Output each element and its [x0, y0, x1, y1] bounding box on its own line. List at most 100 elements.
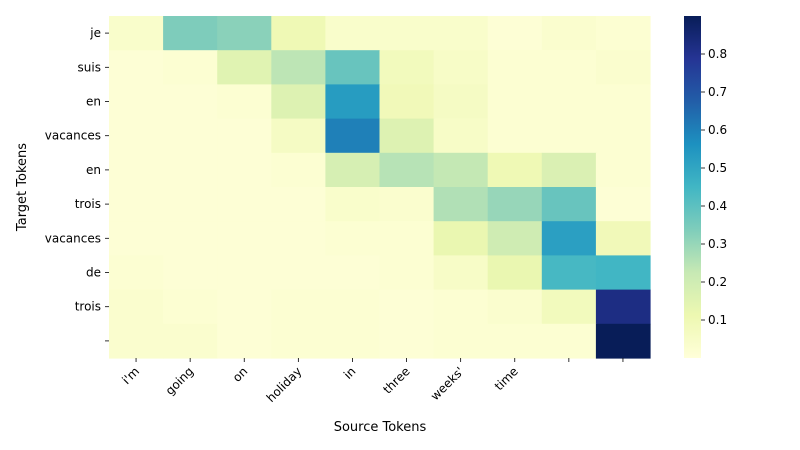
heatmap-cell: [271, 152, 326, 188]
x-tick-label: three: [380, 364, 412, 396]
heatmap-cell: [487, 255, 543, 291]
heatmap-cell: [595, 323, 651, 359]
y-tick-label: vacances: [45, 129, 101, 143]
heatmap-cell: [163, 187, 218, 222]
heatmap-cell: [325, 289, 381, 325]
colorbar-tick-label: 0.2: [708, 275, 727, 289]
heatmap-cell: [433, 289, 489, 325]
colorbar-ticks: 0.1 0.2 0.3 0.4 0.5 0.6 0.7 0.8: [701, 47, 727, 327]
heatmap-cell: [595, 289, 651, 325]
y-axis-ticks: je suis en vacances en trois vacances de trois: [45, 26, 109, 342]
heatmap-cell: [325, 152, 381, 188]
heatmap-cell: [271, 84, 326, 120]
heatmap-cell: [595, 152, 651, 188]
x-tick-label: time: [492, 364, 521, 393]
heatmap-cell: [325, 118, 381, 154]
heatmap-cell: [595, 84, 651, 120]
heatmap-cell: [487, 323, 543, 359]
heatmap-cell: [325, 50, 381, 85]
heatmap-cell: [595, 187, 651, 222]
heatmap-cell: [487, 152, 543, 188]
heatmap-cell: [217, 84, 272, 120]
heatmap-cell: [541, 16, 597, 51]
colorbar-tick-label: 0.6: [708, 123, 727, 137]
heatmap-cell: [379, 255, 435, 291]
heatmap-cell: [433, 16, 489, 51]
heatmap-cell: [379, 118, 435, 154]
x-tick-label: in: [341, 364, 359, 382]
heatmap-cell: [271, 255, 326, 291]
heatmap-cell: [433, 323, 489, 359]
x-axis-label: Source Tokens: [334, 420, 427, 435]
heatmap-cell: [325, 187, 381, 222]
heatmap-cell: [217, 118, 272, 154]
y-tick-label: vacances: [45, 231, 101, 245]
heatmap-cell: [163, 323, 218, 359]
heatmap-cell: [217, 323, 272, 359]
heatmap-cell: [271, 187, 326, 222]
heatmap-cell: [595, 16, 651, 51]
heatmap-cell: [109, 118, 164, 154]
y-tick-label: suis: [78, 60, 101, 74]
heatmap-cell: [487, 16, 543, 51]
heatmap-cell: [109, 152, 164, 188]
heatmap-cell: [325, 84, 381, 120]
heatmap-cell: [109, 187, 164, 222]
heatmap-cell: [379, 289, 435, 325]
heatmap-cell: [109, 323, 164, 359]
heatmap-cell: [109, 255, 164, 291]
heatmap-cell: [271, 16, 326, 51]
x-tick-label: going: [163, 364, 197, 398]
heatmap-cell: [217, 187, 272, 222]
colorbar-tick-label: 0.1: [708, 313, 727, 327]
heatmap-cell: [271, 289, 326, 325]
colorbar-tick-label: 0.4: [708, 199, 727, 213]
heatmap-cell: [325, 323, 381, 359]
heatmap-cell: [163, 84, 218, 120]
heatmap-cell: [217, 16, 272, 51]
heatmap-cell: [163, 50, 218, 85]
x-tick-label: holiday: [264, 364, 305, 405]
heatmap-cell: [271, 323, 326, 359]
heatmap-cell: [487, 289, 543, 325]
heatmap-cell: [541, 152, 597, 188]
y-tick-label: je: [89, 26, 101, 40]
heatmap-cell: [271, 50, 326, 85]
heatmap-cell: [109, 84, 164, 120]
colorbar: [684, 16, 701, 358]
heatmap-cell: [163, 289, 218, 325]
y-tick-label: trois: [75, 197, 101, 211]
heatmap-cell: [379, 323, 435, 359]
heatmap-cell: [217, 289, 272, 325]
heatmap-cell: [487, 187, 543, 222]
heatmap-cell: [541, 187, 597, 222]
x-axis-ticks: i'm going on holiday in three weeks' time: [119, 358, 624, 405]
heatmap-cell: [433, 118, 489, 154]
heatmap-cell: [541, 221, 597, 256]
colorbar-tick-label: 0.3: [708, 237, 727, 251]
heatmap-cell: [433, 187, 489, 222]
heatmap-cell: [109, 16, 164, 51]
heatmap-cell: [379, 16, 435, 51]
heatmap-cell: [325, 16, 381, 51]
heatmap-cell: [163, 16, 218, 51]
heatmap-cell: [163, 152, 218, 188]
heatmap-cell: [325, 255, 381, 291]
heatmap-cell: [109, 50, 164, 85]
heatmap-cell: [433, 255, 489, 291]
colorbar-tick-label: 0.8: [708, 47, 727, 61]
heatmap-cell: [379, 50, 435, 85]
heatmap-cell: [163, 221, 218, 256]
heatmap-cell: [163, 118, 218, 154]
heatmap-cell: [433, 221, 489, 256]
heatmap-cell: [379, 187, 435, 222]
heatmap-cell: [541, 255, 597, 291]
heatmap-cell: [217, 221, 272, 256]
y-tick-label: de: [86, 266, 101, 280]
colorbar-tick-label: 0.5: [708, 161, 727, 175]
y-axis-label: Target Tokens: [15, 143, 30, 232]
colorbar-tick-label: 0.7: [708, 85, 727, 99]
heatmap-cell: [541, 323, 597, 359]
x-tick-label: weeks': [428, 364, 467, 403]
heatmap-cell: [595, 221, 651, 256]
